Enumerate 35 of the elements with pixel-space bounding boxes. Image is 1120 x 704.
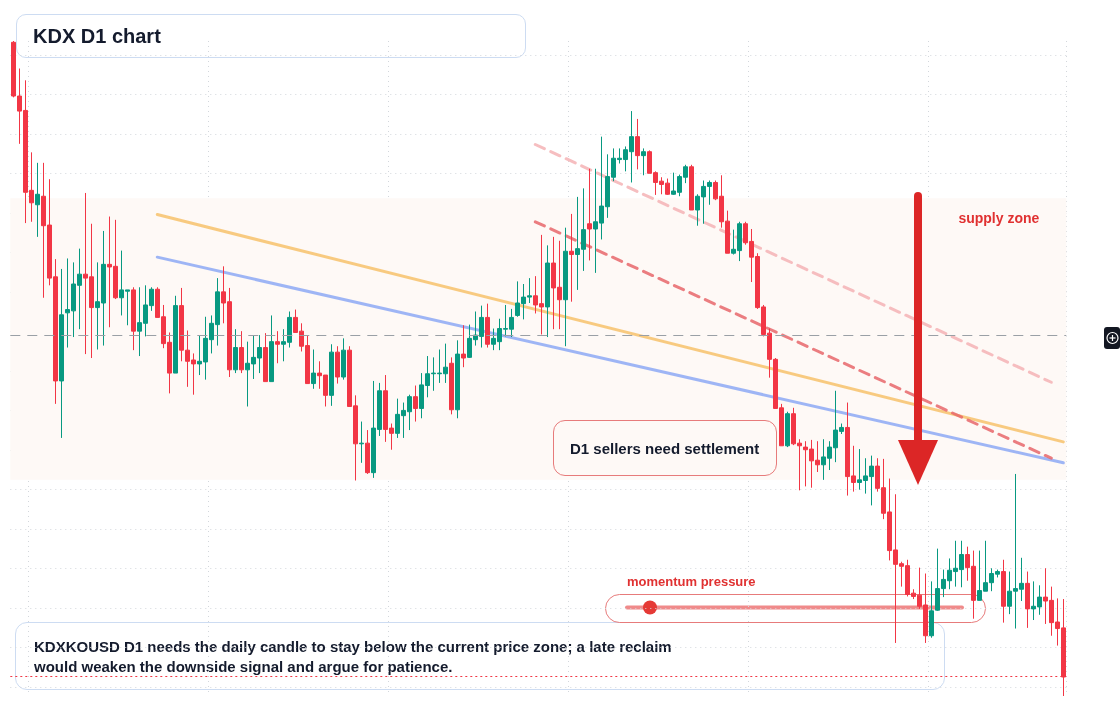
- candlestick: [563, 227, 568, 347]
- candlestick: [173, 295, 178, 374]
- candlestick: [365, 429, 370, 475]
- annotation: D1 sellers need settlement: [553, 420, 777, 476]
- candlestick: [1025, 571, 1030, 629]
- annotation: momentum pressure: [627, 574, 756, 589]
- candlestick: [341, 337, 346, 381]
- candlestick: [587, 168, 592, 261]
- candlestick: [263, 332, 268, 383]
- annotation: KDXKOUSD D1 needs the daily candle to stay below the current price zone; a late reclaim would weaken the downside signal and argue for patience.: [34, 637, 673, 677]
- candlestick: [569, 213, 574, 303]
- candlestick: [233, 328, 238, 374]
- candlestick: [455, 339, 460, 419]
- candlestick: [311, 349, 316, 390]
- candlestick: [449, 356, 454, 415]
- candlestick: [1001, 559, 1006, 624]
- candlestick: [785, 411, 790, 448]
- candlestick: [131, 286, 136, 351]
- candlestick: [485, 303, 490, 349]
- candlestick: [329, 343, 334, 407]
- candlestick: [335, 345, 340, 385]
- candlestick: [269, 314, 274, 383]
- candlestick: [239, 330, 244, 374]
- candlestick: [59, 268, 64, 439]
- candlestick: [689, 164, 694, 211]
- chart-title: KDX D1 chart: [16, 14, 526, 58]
- candlestick: [461, 324, 466, 368]
- band-label: supply zone: [958, 210, 1040, 227]
- candlestick: [545, 244, 550, 338]
- candlestick: [641, 147, 646, 176]
- candlestick: [635, 118, 640, 170]
- candlestick: [35, 162, 40, 238]
- candlestick: [413, 385, 418, 423]
- candlestick: [359, 421, 364, 464]
- candlestick: [275, 330, 280, 364]
